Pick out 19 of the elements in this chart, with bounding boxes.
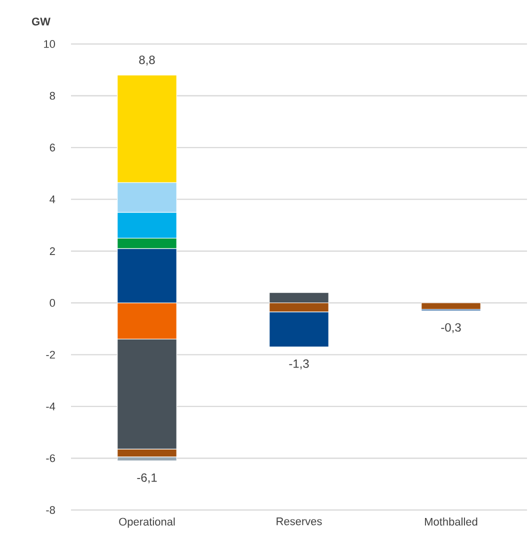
- annotation: -6,1: [137, 473, 157, 484]
- x-tick-label: Reserves: [276, 518, 322, 526]
- y-tick-label: -2: [46, 350, 55, 359]
- y-tick-label: -6: [46, 454, 55, 462]
- x-tick-label: Operational: [119, 518, 175, 528]
- y-axis-title: GW: [32, 18, 50, 26]
- annotation: -1,3: [289, 359, 309, 370]
- y-tick-label: 8: [50, 92, 55, 100]
- y-tick-label: -4: [46, 402, 56, 410]
- annotation: 8,8: [139, 56, 155, 66]
- y-tick-label: 10: [44, 40, 56, 48]
- y-tick-label: 4: [50, 196, 56, 204]
- annotation: -0,3: [441, 323, 461, 334]
- y-tick-label: 0: [50, 299, 56, 307]
- x-tick-label: Mothballed: [425, 518, 478, 526]
- y-tick-label: 6: [50, 144, 55, 152]
- y-tick-label: 2: [50, 247, 55, 255]
- bar: [421, 302, 481, 310]
- y-tick-label: -8: [46, 506, 55, 514]
